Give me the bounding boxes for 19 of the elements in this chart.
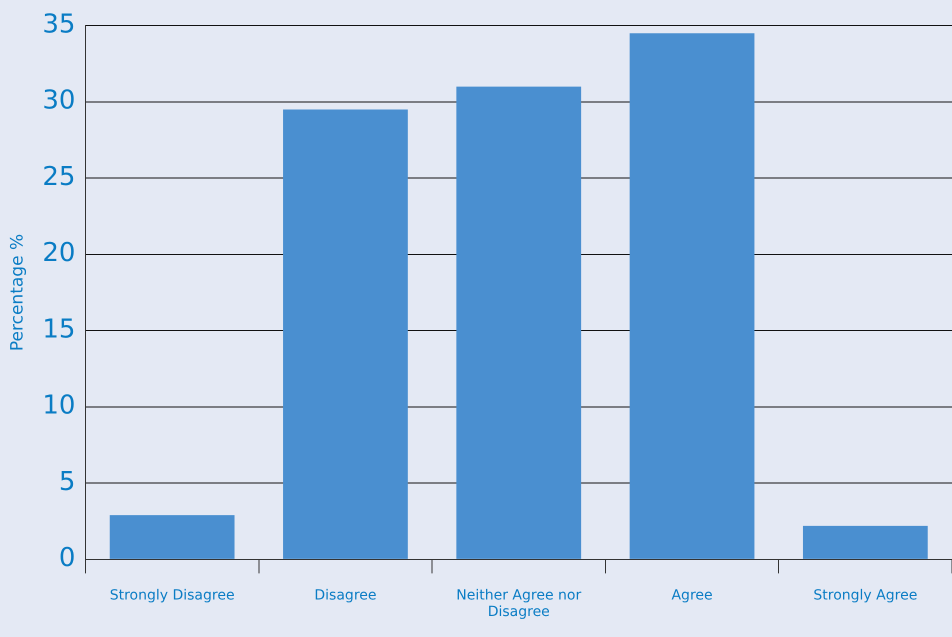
x-tick-label: Strongly Disagree <box>110 587 235 604</box>
y-tick-label: 25 <box>42 162 76 192</box>
x-tick-label: Neither Agree nor Disagree <box>456 587 582 620</box>
y-tick-label: 15 <box>42 314 76 344</box>
bar <box>283 109 408 559</box>
y-tick-label: 30 <box>42 86 76 116</box>
y-tick-label: 10 <box>42 390 76 421</box>
bar <box>630 33 754 559</box>
bar <box>802 526 928 559</box>
y-axis-title: Percentage % <box>8 234 28 352</box>
y-tick-label: 5 <box>58 466 76 497</box>
x-tick-label: Agree <box>671 587 713 604</box>
x-tick-label: Strongly Agree <box>813 587 918 604</box>
bar <box>110 515 235 559</box>
y-tick-label: 20 <box>42 238 76 268</box>
y-tick-label: 0 <box>58 543 76 574</box>
bar <box>456 86 582 559</box>
x-tick-label: Disagree <box>314 587 376 604</box>
y-tick-label: 35 <box>42 9 76 40</box>
